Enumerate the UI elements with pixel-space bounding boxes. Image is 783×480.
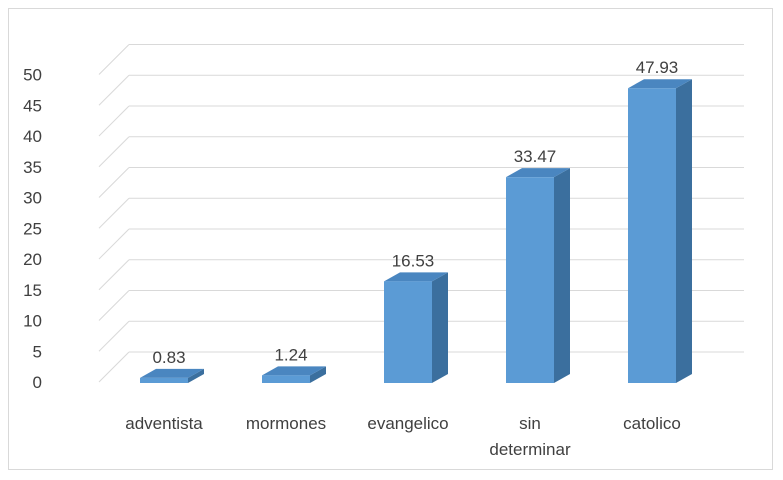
gridline-slant xyxy=(98,351,130,383)
gridline-slant xyxy=(98,167,130,198)
data-label: 0.83 xyxy=(152,348,185,367)
bar-front xyxy=(506,177,554,383)
bar xyxy=(262,366,326,383)
y-tick-label: 50 xyxy=(23,66,42,85)
gridline-slant xyxy=(98,136,130,168)
bar xyxy=(628,79,692,383)
data-label: 47.93 xyxy=(636,58,679,77)
bar-front xyxy=(140,377,188,383)
y-tick-label: 0 xyxy=(33,373,42,392)
y-tick-label: 25 xyxy=(23,219,42,238)
data-label: 1.24 xyxy=(274,345,307,364)
bar-top xyxy=(262,366,326,376)
gridline-slant xyxy=(98,74,130,106)
gridline-slant xyxy=(98,259,130,291)
bar-side xyxy=(310,366,326,383)
category-label: mormones xyxy=(246,414,326,433)
bar xyxy=(506,168,570,383)
chart-frame: 0 5 10 15 20 25 30 35 40 45 50 0.83 1.24 16.53 33.47 4… xyxy=(8,8,773,470)
bars xyxy=(140,79,692,383)
bar-top xyxy=(506,168,570,178)
bar-chart: 0 5 10 15 20 25 30 35 40 45 50 0.83 1.24 16.53 33.47 4… xyxy=(23,44,744,459)
bar-side xyxy=(432,272,448,383)
category-labels: adventista mormones evangelico sin determina… xyxy=(125,414,681,459)
bar-front xyxy=(628,88,676,383)
gridline-slant xyxy=(98,290,130,321)
data-labels: 0.83 1.24 16.53 33.47 47.93 xyxy=(152,58,678,367)
y-tick-label: 30 xyxy=(23,189,42,208)
y-tick-label: 20 xyxy=(23,250,42,269)
bar-top xyxy=(140,368,204,378)
gridline-slant xyxy=(98,105,130,137)
bar-side xyxy=(188,368,204,383)
gridline-slant xyxy=(98,228,130,260)
gridline-slant xyxy=(98,44,130,75)
y-axis-ticks: 0 5 10 15 20 25 30 35 40 45 50 xyxy=(23,66,42,393)
data-label: 33.47 xyxy=(514,147,557,166)
category-label: adventista xyxy=(125,414,203,433)
y-tick-label: 10 xyxy=(23,312,42,331)
bar xyxy=(384,272,448,383)
bar xyxy=(140,368,204,383)
bar-side xyxy=(676,79,692,383)
y-tick-label: 35 xyxy=(23,158,42,177)
y-tick-label: 5 xyxy=(33,342,42,361)
gridline-slant xyxy=(98,320,130,352)
y-tick-label: 45 xyxy=(23,96,42,115)
y-tick-label: 15 xyxy=(23,281,42,300)
data-label: 16.53 xyxy=(392,251,435,270)
category-label: catolico xyxy=(623,414,681,433)
bar-top xyxy=(384,272,448,282)
category-label: evangelico xyxy=(367,414,448,433)
bar-front xyxy=(384,281,432,383)
bar-top xyxy=(628,79,692,89)
y-tick-label: 40 xyxy=(23,127,42,146)
bar-side xyxy=(554,168,570,383)
category-label: sin determinar xyxy=(489,414,571,459)
bar-front xyxy=(262,375,310,383)
gridline-slant xyxy=(98,197,130,229)
